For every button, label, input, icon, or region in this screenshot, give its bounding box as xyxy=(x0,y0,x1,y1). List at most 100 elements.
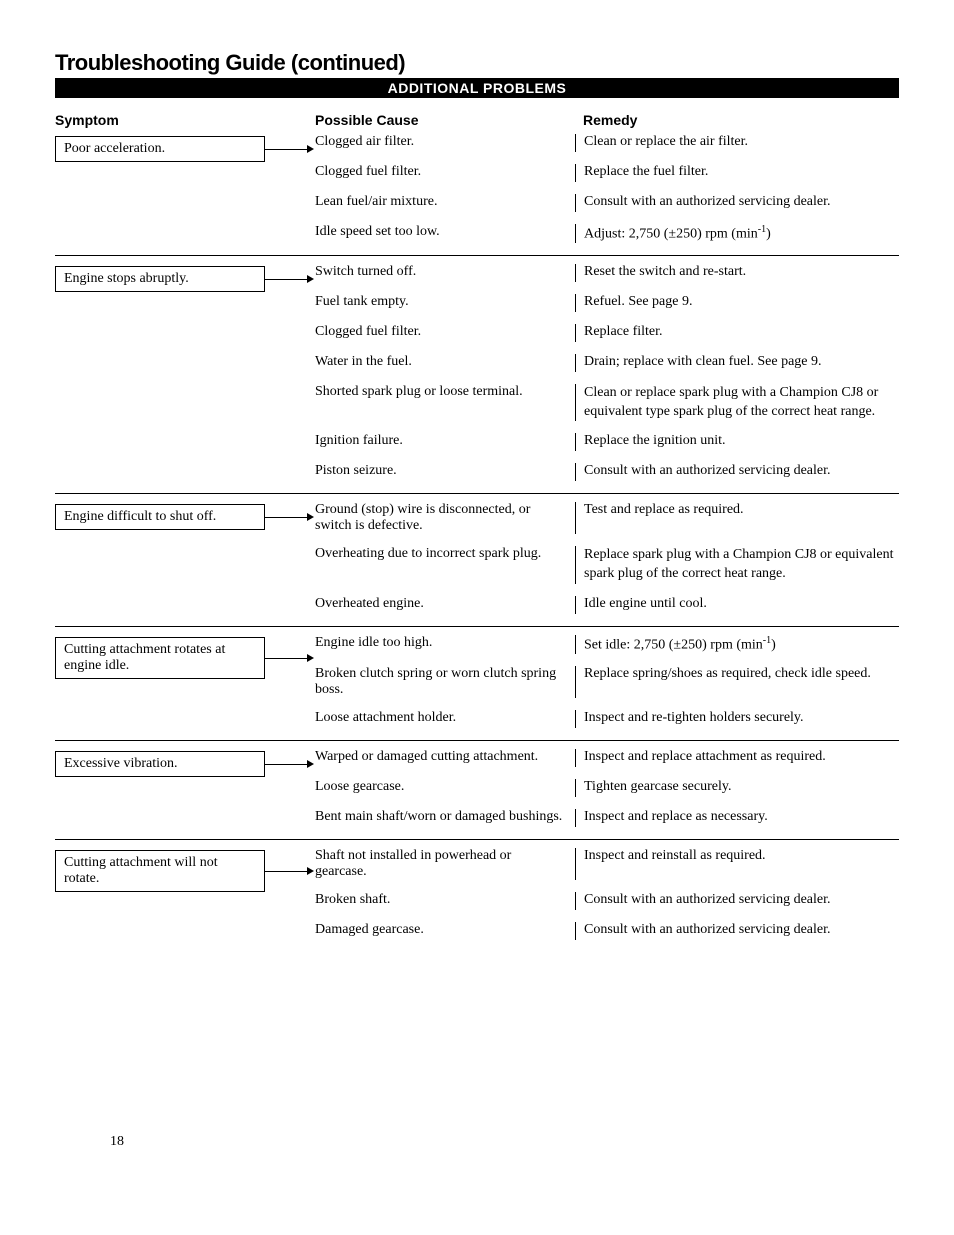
page: Troubleshooting Guide (continued) ADDITI… xyxy=(55,50,899,1190)
cause-text: Idle speed set too low. xyxy=(315,224,575,243)
cause-text: Clogged fuel filter. xyxy=(315,164,575,182)
remedy-text: Consult with an authorized servicing dea… xyxy=(575,194,899,212)
troubleshoot-section: Cutting attachment rotates at engine idl… xyxy=(55,635,899,741)
symptom-column: Engine difficult to shut off. xyxy=(55,502,315,618)
header-symptom: Symptom xyxy=(55,112,315,128)
cause-remedy-row: Water in the fuel.Drain; replace with cl… xyxy=(315,354,899,372)
troubleshoot-section: Excessive vibration.Warped or damaged cu… xyxy=(55,749,899,840)
cause-text: Clogged fuel filter. xyxy=(315,324,575,342)
cause-remedy-row: Damaged gearcase.Consult with an authori… xyxy=(315,922,899,940)
troubleshoot-section: Engine stops abruptly. Switch turned off.… xyxy=(55,264,899,495)
cause-text: Broken shaft. xyxy=(315,892,575,910)
arrow-line xyxy=(265,279,309,280)
arrow-head-icon xyxy=(307,760,314,768)
cause-text: Switch turned off. xyxy=(315,264,575,282)
cause-remedy-column: Ground (stop) wire is disconnected, or s… xyxy=(315,502,899,618)
cause-remedy-row: Shorted spark plug or loose terminal.Cle… xyxy=(315,384,899,422)
arrow-head-icon xyxy=(307,513,314,521)
remedy-text: Refuel. See page 9. xyxy=(575,294,899,312)
remedy-text: Replace filter. xyxy=(575,324,899,342)
arrow-line xyxy=(265,764,309,765)
remedy-text: Consult with an authorized servicing dea… xyxy=(575,922,899,940)
cause-remedy-column: Warped or damaged cutting attachment.Ins… xyxy=(315,749,899,831)
arrow-head-icon xyxy=(307,275,314,283)
remedy-text: Reset the switch and re-start. xyxy=(575,264,899,282)
cause-remedy-row: Warped or damaged cutting attachment.Ins… xyxy=(315,749,899,767)
cause-text: Overheating due to incorrect spark plug. xyxy=(315,546,575,584)
remedy-text: Replace spark plug with a Champion CJ8 o… xyxy=(575,546,899,584)
page-number: 18 xyxy=(110,1134,124,1150)
remedy-text: Clean or replace the air filter. xyxy=(575,134,899,152)
remedy-text: Drain; replace with clean fuel. See page… xyxy=(575,354,899,372)
symptom-column: Poor acceleration. xyxy=(55,134,315,247)
symptom-box: Engine difficult to shut off. xyxy=(55,504,265,530)
cause-text: Ground (stop) wire is disconnected, or s… xyxy=(315,502,575,534)
cause-remedy-column: Shaft not installed in powerhead or gear… xyxy=(315,848,899,944)
cause-remedy-row: Ground (stop) wire is disconnected, or s… xyxy=(315,502,899,534)
cause-remedy-row: Loose attachment holder.Inspect and re-t… xyxy=(315,710,899,728)
cause-text: Overheated engine. xyxy=(315,596,575,614)
cause-remedy-row: Switch turned off.Reset the switch and r… xyxy=(315,264,899,282)
cause-remedy-row: Loose gearcase.Tighten gearcase securely… xyxy=(315,779,899,797)
arrow-line xyxy=(265,658,309,659)
cause-text: Fuel tank empty. xyxy=(315,294,575,312)
arrow-line xyxy=(265,871,309,872)
cause-remedy-row: Piston seizure.Consult with an authorize… xyxy=(315,463,899,481)
cause-text: Broken clutch spring or worn clutch spri… xyxy=(315,666,575,698)
cause-text: Lean fuel/air mixture. xyxy=(315,194,575,212)
cause-remedy-column: Clogged air filter.Clean or replace the … xyxy=(315,134,899,247)
cause-remedy-row: Clogged air filter.Clean or replace the … xyxy=(315,134,899,152)
cause-remedy-row: Overheating due to incorrect spark plug.… xyxy=(315,546,899,584)
cause-remedy-row: Ignition failure.Replace the ignition un… xyxy=(315,433,899,451)
arrow-head-icon xyxy=(307,654,314,662)
symptom-box: Cutting attachment rotates at engine idl… xyxy=(55,637,265,679)
header-cause: Possible Cause xyxy=(315,112,575,128)
arrow-head-icon xyxy=(307,145,314,153)
cause-remedy-row: Idle speed set too low.Adjust: 2,750 (±2… xyxy=(315,224,899,243)
remedy-text: Clean or replace spark plug with a Champ… xyxy=(575,384,899,422)
symptom-box: Poor acceleration. xyxy=(55,136,265,162)
remedy-text: Consult with an authorized servicing dea… xyxy=(575,892,899,910)
cause-remedy-row: Overheated engine.Idle engine until cool… xyxy=(315,596,899,614)
header-remedy: Remedy xyxy=(575,112,899,128)
cause-remedy-row: Engine idle too high.Set idle: 2,750 (±2… xyxy=(315,635,899,654)
cause-text: Shorted spark plug or loose terminal. xyxy=(315,384,575,422)
arrow-line xyxy=(265,517,309,518)
remedy-text: Adjust: 2,750 (±250) rpm (min-1) xyxy=(575,224,899,243)
arrow-line xyxy=(265,149,309,150)
remedy-text: Replace the ignition unit. xyxy=(575,433,899,451)
troubleshoot-section: Engine difficult to shut off. Ground (sto… xyxy=(55,502,899,627)
remedy-text: Inspect and reinstall as required. xyxy=(575,848,899,880)
symptom-column: Cutting attachment rotates at engine idl… xyxy=(55,635,315,732)
symptom-column: Excessive vibration. xyxy=(55,749,315,831)
cause-text: Damaged gearcase. xyxy=(315,922,575,940)
troubleshoot-section: Poor acceleration. Clogged air filter.Cle… xyxy=(55,134,899,256)
symptom-box: Engine stops abruptly. xyxy=(55,266,265,292)
remedy-text: Idle engine until cool. xyxy=(575,596,899,614)
cause-remedy-row: Shaft not installed in powerhead or gear… xyxy=(315,848,899,880)
cause-text: Shaft not installed in powerhead or gear… xyxy=(315,848,575,880)
cause-text: Water in the fuel. xyxy=(315,354,575,372)
cause-remedy-row: Clogged fuel filter.Replace filter. xyxy=(315,324,899,342)
cause-text: Engine idle too high. xyxy=(315,635,575,654)
cause-text: Clogged air filter. xyxy=(315,134,575,152)
cause-text: Piston seizure. xyxy=(315,463,575,481)
remedy-text: Set idle: 2,750 (±250) rpm (min-1) xyxy=(575,635,899,654)
symptom-column: Engine stops abruptly. xyxy=(55,264,315,486)
remedy-text: Test and replace as required. xyxy=(575,502,899,534)
column-headers: Symptom Possible Cause Remedy xyxy=(55,112,899,128)
cause-remedy-row: Clogged fuel filter.Replace the fuel fil… xyxy=(315,164,899,182)
cause-remedy-row: Broken clutch spring or worn clutch spri… xyxy=(315,666,899,698)
troubleshoot-section: Cutting attachment will not rotate. Shaft… xyxy=(55,848,899,952)
cause-remedy-row: Broken shaft.Consult with an authorized … xyxy=(315,892,899,910)
page-title: Troubleshooting Guide (continued) xyxy=(55,50,899,76)
arrow-head-icon xyxy=(307,867,314,875)
remedy-text: Inspect and replace attachment as requir… xyxy=(575,749,899,767)
symptom-box: Cutting attachment will not rotate. xyxy=(55,850,265,892)
remedy-text: Inspect and re-tighten holders securely. xyxy=(575,710,899,728)
cause-remedy-row: Lean fuel/air mixture.Consult with an au… xyxy=(315,194,899,212)
cause-text: Bent main shaft/worn or damaged bushings… xyxy=(315,809,575,827)
remedy-text: Tighten gearcase securely. xyxy=(575,779,899,797)
remedy-text: Replace the fuel filter. xyxy=(575,164,899,182)
section-bar: ADDITIONAL PROBLEMS xyxy=(55,78,899,98)
